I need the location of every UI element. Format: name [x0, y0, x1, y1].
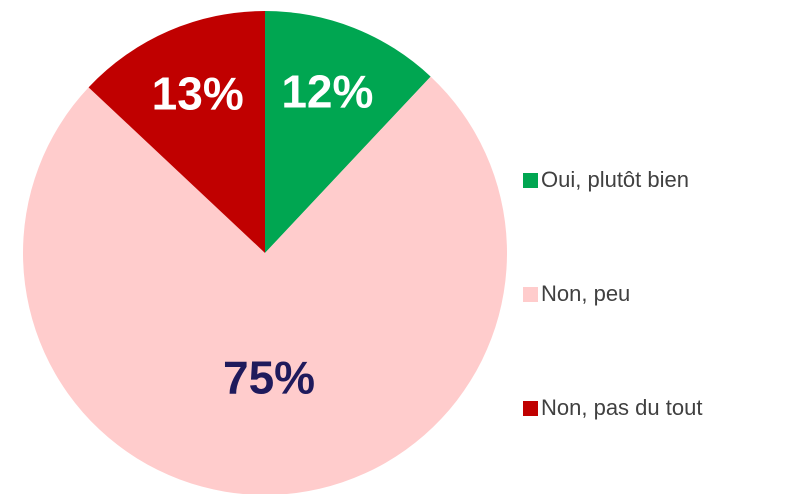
pie-slice [23, 76, 507, 494]
legend-label: Oui, plutôt bien [541, 167, 689, 192]
legend-label: Non, peu [541, 281, 630, 306]
pie-slice [265, 11, 431, 253]
legend-label: Non, pas du tout [541, 395, 702, 420]
data-label: 13% [152, 68, 244, 120]
pie-slice [88, 11, 265, 253]
data-label: 75% [223, 351, 315, 403]
legend-swatch [523, 173, 538, 188]
data-label: 12% [281, 66, 373, 118]
legend-swatch [523, 401, 538, 416]
legend-swatch [523, 287, 538, 302]
